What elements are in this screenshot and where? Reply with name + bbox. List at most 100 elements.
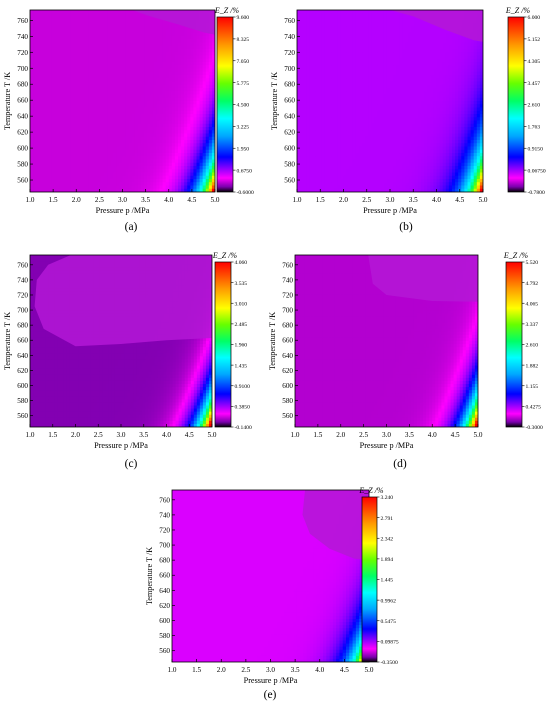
- heatmap-area: [30, 255, 212, 427]
- colorbar-title: E_Z /%: [505, 6, 531, 15]
- x-axis-label: Pressure p /MPa: [96, 206, 150, 215]
- y-tick-label: 620: [17, 129, 28, 137]
- x-tick-label: 3.5: [291, 666, 300, 674]
- x-tick-label: 4.5: [455, 196, 464, 204]
- y-tick-label: 660: [159, 572, 170, 580]
- colorbar-tick-label: 3.337: [526, 322, 539, 328]
- colorbar-tick-label: 1.960: [235, 343, 248, 349]
- colorbar: [507, 16, 525, 193]
- negative-region: [390, 10, 483, 42]
- y-tick-label: 580: [159, 632, 170, 640]
- y-tick-label: 600: [17, 145, 28, 153]
- y-tick-label: 620: [17, 367, 28, 375]
- y-tick-label: 660: [17, 337, 28, 345]
- x-tick-label: 2.5: [359, 431, 368, 439]
- x-tick-label: 1.0: [168, 666, 177, 674]
- colorbar-tick-label: 0.06750: [528, 168, 546, 174]
- heatmap-area: [297, 10, 483, 192]
- colorbar-tick-label: 5.775: [237, 81, 250, 87]
- y-tick-label: 680: [17, 322, 28, 330]
- colorbar-tick-label: 3.535: [235, 281, 248, 287]
- y-tick-label: 700: [17, 65, 28, 73]
- colorbar-title: E_Z /%: [212, 251, 238, 260]
- y-tick-label: 580: [284, 161, 295, 169]
- x-tick-label: 3.0: [118, 196, 127, 204]
- colorbar-tick-label: 0.5475: [381, 619, 397, 625]
- y-tick-label: 740: [17, 276, 28, 284]
- panel-d: 1.0 1.5 2.0 2.5 3.0 3.5 4.0 4.5 5.0 560 580 600 620 6…: [268, 251, 543, 470]
- panel-label: (d): [393, 458, 407, 470]
- panel-label: (c): [125, 458, 138, 470]
- y-tick-label: 680: [284, 81, 295, 89]
- y-tick-label: 740: [17, 33, 28, 41]
- panel-c: 1.0 1.5 2.0 2.5 3.0 3.5 4.0 4.5 5.0 560 580 600 620 6…: [3, 251, 252, 470]
- colorbar-tick-label: 0.9150: [528, 146, 544, 152]
- y-tick-label: 740: [159, 511, 170, 519]
- y-tick-label: 560: [284, 177, 295, 185]
- colorbar-tick-label: 1.894: [381, 557, 394, 563]
- y-tick-label: 660: [282, 337, 293, 345]
- heatmap-area: [295, 255, 478, 427]
- x-tick-label: 1.0: [291, 431, 300, 439]
- colorbar-tick-label: 7.050: [237, 59, 250, 65]
- y-tick-label: 700: [159, 542, 170, 550]
- panel-label: (b): [399, 221, 413, 233]
- y-tick-label: 600: [284, 145, 295, 153]
- y-tick-label: 720: [159, 526, 170, 534]
- x-tick-label: 2.5: [241, 666, 250, 674]
- y-tick-label: 680: [17, 81, 28, 89]
- x-tick-label: 5.0: [474, 431, 483, 439]
- x-tick-label: 3.5: [139, 431, 148, 439]
- colorbar-tick-label: 2.610: [528, 103, 541, 109]
- panel-a: 1.0 1.5 2.0 2.5 3.0 3.5 4.0 4.5 5.0 560 580 600 620 6…: [3, 6, 254, 233]
- x-tick-label: 2.5: [95, 196, 104, 204]
- y-tick-label: 740: [284, 33, 295, 41]
- x-tick-label: 1.0: [26, 196, 35, 204]
- colorbar-tick-label: 0.6750: [237, 168, 253, 174]
- y-tick-label: 600: [159, 617, 170, 625]
- y-tick-label: 620: [284, 129, 295, 137]
- x-tick-label: 5.0: [479, 196, 488, 204]
- heatmap-area: [172, 490, 369, 662]
- colorbar: [216, 16, 234, 193]
- colorbar-tick-label: 8.325: [237, 37, 250, 43]
- x-tick-label: 4.5: [451, 431, 460, 439]
- x-tick-label: 4.0: [315, 666, 324, 674]
- y-tick-label: 760: [282, 261, 293, 269]
- y-tick-label: 700: [17, 307, 28, 315]
- y-tick-label: 600: [282, 382, 293, 390]
- y-tick-label: 580: [282, 397, 293, 405]
- colorbar-tick-label: 3.010: [235, 301, 248, 307]
- x-tick-label: 3.5: [141, 196, 150, 204]
- negative-region: [302, 490, 369, 561]
- y-tick-label: 660: [17, 97, 28, 105]
- y-tick-label: 560: [17, 412, 28, 420]
- panel-b: 1.0 1.5 2.0 2.5 3.0 3.5 4.0 4.5 5.0 560 580 600 620 6…: [270, 6, 546, 233]
- colorbar-tick-label: 0.4275: [526, 405, 542, 411]
- negative-region: [131, 10, 215, 35]
- y-tick-label: 760: [284, 17, 295, 25]
- y-tick-label: 760: [159, 496, 170, 504]
- colorbar-tick-label: 2.610: [526, 343, 539, 349]
- x-tick-label: 1.5: [316, 196, 325, 204]
- colorbar-tick-label: -0.1400: [235, 425, 252, 431]
- colorbar-tick-label: 1.882: [526, 363, 539, 369]
- heatmap-area: [30, 10, 215, 192]
- panel-e: 1.0 1.5 2.0 2.5 3.0 3.5 4.0 4.5 5.0 560 580 600 620 6…: [145, 486, 399, 701]
- x-axis-label: Pressure p /MPa: [244, 676, 298, 685]
- colorbar-tick-label: -0.7800: [528, 190, 545, 196]
- x-tick-label: 3.5: [409, 196, 418, 204]
- x-tick-label: 4.0: [162, 431, 171, 439]
- colorbar-tick-label: 9.600: [237, 15, 250, 21]
- x-tick-label: 3.0: [117, 431, 126, 439]
- colorbar-tick-label: 1.435: [235, 363, 248, 369]
- colorbar-tick-label: 1.950: [237, 146, 250, 152]
- x-axis-label: Pressure p /MPa: [94, 441, 148, 450]
- colorbar-tick-label: 5.520: [526, 260, 539, 266]
- colorbar-tick-label: 2.485: [235, 322, 248, 328]
- y-tick-label: 640: [17, 113, 28, 121]
- colorbar-tick-label: 1.155: [526, 384, 539, 390]
- x-tick-label: 4.5: [187, 196, 196, 204]
- negative-region: [368, 255, 478, 302]
- x-tick-label: 2.5: [362, 196, 371, 204]
